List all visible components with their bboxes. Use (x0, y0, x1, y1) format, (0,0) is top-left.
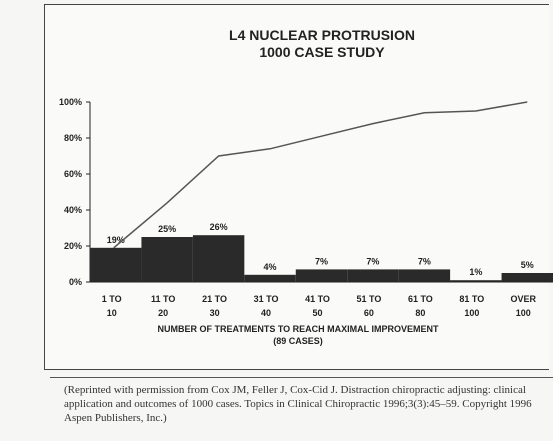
bar-value-label: 7% (366, 256, 379, 266)
x-tick-label: 30 (210, 308, 220, 318)
y-tick-label: 40% (64, 205, 82, 215)
bar (295, 269, 348, 282)
x-tick-label: 1 TO (102, 294, 122, 304)
x-tick-label: 31 TO (254, 294, 279, 304)
x-tick-label: 20 (158, 308, 168, 318)
bar (141, 237, 193, 282)
x-tick-label: OVER (511, 294, 537, 304)
bar (192, 235, 245, 282)
bar-value-label: 25% (158, 224, 176, 234)
x-tick-label: 40 (261, 308, 271, 318)
x-tick-label: 50 (312, 308, 322, 318)
chart-title-line: 1000 CASE STUDY (259, 44, 385, 60)
bar-value-label: 1% (469, 267, 482, 277)
bar (501, 273, 553, 282)
figure-frame (44, 4, 549, 370)
y-tick-label: 60% (64, 169, 82, 179)
bar-value-label: 5% (521, 260, 534, 270)
x-axis-label: NUMBER OF TREATMENTS TO REACH MAXIMAL IM… (158, 324, 440, 334)
x-tick-label: 11 TO (151, 294, 175, 304)
x-tick-label: 80 (415, 308, 425, 318)
y-tick-label: 80% (64, 133, 82, 143)
x-tick-label: 21 TO (202, 294, 227, 304)
x-tick-label: 100 (464, 308, 479, 318)
bar-value-label: 7% (315, 256, 328, 266)
bar (398, 269, 451, 282)
cumulative-line (113, 101, 528, 249)
y-tick-label: 100% (59, 97, 82, 107)
bar (347, 269, 399, 282)
caption-rule (50, 377, 553, 378)
x-tick-label: 51 TO (357, 294, 382, 304)
x-axis-label: (89 CASES) (273, 336, 323, 346)
x-tick-label: 61 TO (408, 294, 433, 304)
bar-value-label: 7% (418, 256, 431, 266)
bar (90, 247, 142, 282)
y-tick-label: 20% (64, 241, 82, 251)
x-tick-label: 100 (516, 308, 531, 318)
x-tick-label: 10 (107, 308, 117, 318)
figure-caption: (Reprinted with permission from Cox JM, … (64, 384, 532, 424)
bar (450, 280, 502, 282)
x-tick-label: 41 TO (305, 294, 330, 304)
x-tick-label: 81 TO (459, 294, 484, 304)
chart-title-line: L4 NUCLEAR PROTRUSION (229, 27, 415, 43)
x-tick-label: 60 (364, 308, 374, 318)
bar-value-label: 19% (107, 235, 125, 245)
bar-value-label: 26% (210, 222, 228, 232)
bar (244, 274, 296, 282)
y-tick-label: 0% (69, 277, 82, 287)
bar-value-label: 4% (264, 262, 277, 272)
